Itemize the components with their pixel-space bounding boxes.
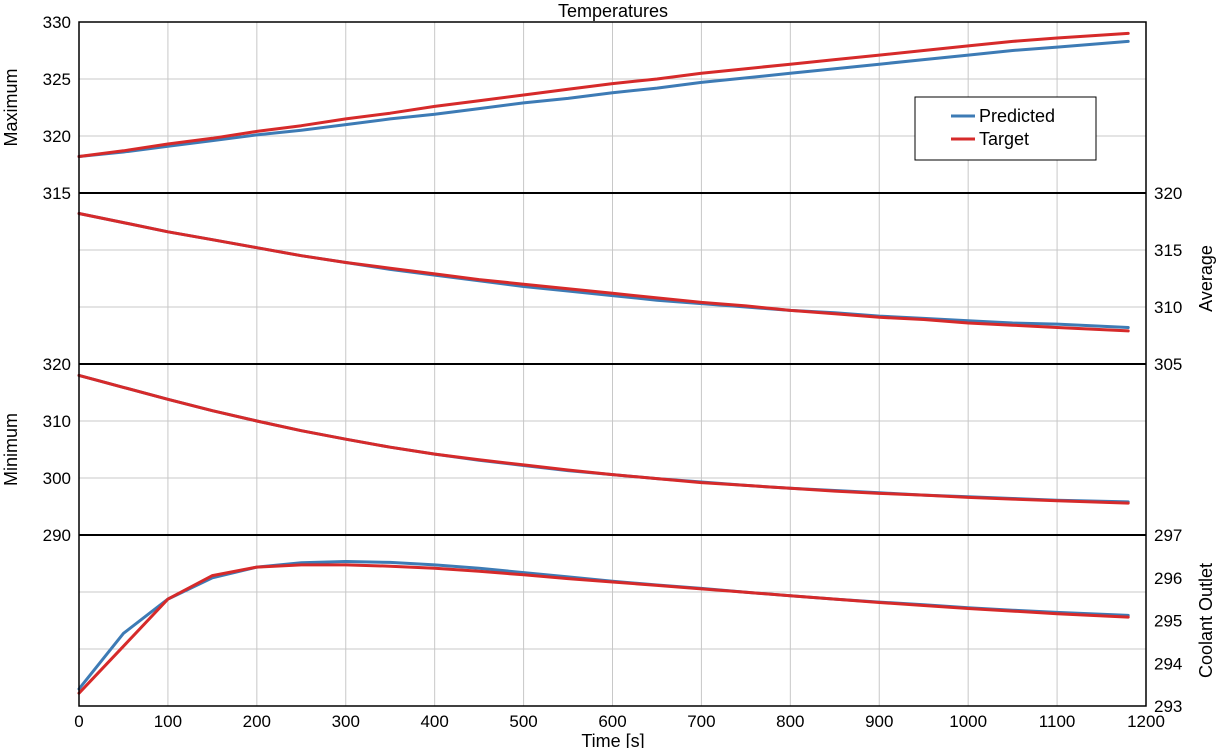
y-tick-label: 320 — [43, 127, 71, 146]
y-axis-label: Average — [1196, 245, 1216, 312]
x-tick-label: 1000 — [949, 712, 987, 731]
x-tick-label: 400 — [420, 712, 448, 731]
x-tick-label: 600 — [598, 712, 626, 731]
x-tick-label: 0 — [74, 712, 83, 731]
chart-title: Temperatures — [558, 1, 668, 21]
x-tick-label: 200 — [243, 712, 271, 731]
x-tick-label: 700 — [687, 712, 715, 731]
y-axis-labels: Maximum Average Minimum Coolant Outlet — [1, 68, 1216, 678]
series-line-target-minimum — [77, 373, 1130, 505]
series-line-predicted-maximum — [77, 39, 1130, 158]
series-line-predicted-minimum — [77, 373, 1130, 504]
axes-frame — [78, 21, 1147, 707]
y-tick-label: 294 — [1154, 654, 1182, 673]
y-tick-label: 305 — [1154, 355, 1182, 374]
series-line-target-maximum — [77, 31, 1130, 158]
y-tick-label: 330 — [43, 13, 71, 32]
y-tick-label: 310 — [1154, 298, 1182, 317]
y-tick-label: 300 — [43, 469, 71, 488]
legend-box — [914, 96, 1097, 161]
y-tick-label: 295 — [1154, 612, 1182, 631]
y-axis-label: Coolant Outlet — [1196, 563, 1216, 678]
x-axis-label: Time [s] — [581, 731, 644, 748]
y-tick-label: 310 — [43, 412, 71, 431]
legend-label: Predicted — [979, 106, 1055, 126]
legend-label: Target — [979, 129, 1029, 149]
series-line-predicted-average — [77, 212, 1130, 329]
y-axis-label: Maximum — [1, 68, 21, 146]
x-tick-label: 1100 — [1039, 712, 1076, 731]
y-tick-label: 297 — [1154, 526, 1182, 545]
tick-labels: 0 100 200 300 400 500 600 700 800 900 1000 1100 1200… — [43, 13, 1183, 731]
x-tick-label: 900 — [865, 712, 893, 731]
x-tick-label: 1200 — [1127, 712, 1165, 731]
x-tick-label: 300 — [332, 712, 360, 731]
y-tick-label: 320 — [1154, 184, 1182, 203]
y-tick-label: 315 — [1154, 241, 1182, 260]
series-line-target-coolant-outlet — [77, 563, 1130, 695]
x-tick-label: 500 — [509, 712, 537, 731]
y-tick-label: 296 — [1154, 569, 1182, 588]
y-tick-label: 315 — [43, 184, 71, 203]
plot-frame — [78, 21, 1147, 707]
x-tick-label: 800 — [776, 712, 804, 731]
y-tick-label: 290 — [43, 526, 71, 545]
x-tick-label: 100 — [154, 712, 182, 731]
y-tick-label: 293 — [1154, 697, 1182, 716]
y-tick-label: 320 — [43, 355, 71, 374]
series-lines — [77, 31, 1130, 695]
series-line-target-average — [77, 212, 1130, 333]
y-tick-label: 325 — [43, 70, 71, 89]
legend: Predicted Target — [914, 96, 1097, 161]
y-axis-label: Minimum — [1, 413, 21, 486]
